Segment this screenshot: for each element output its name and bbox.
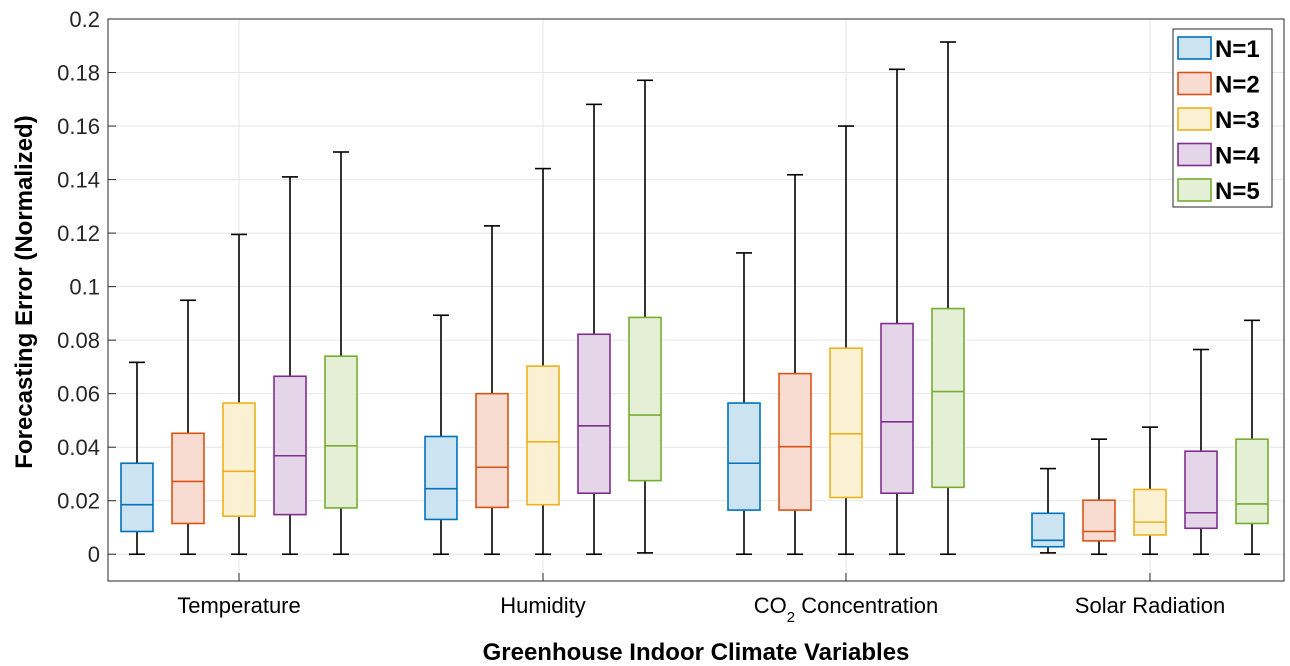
y-tick-label: 0.16 [57,114,100,139]
legend-swatch [1177,178,1212,202]
y-tick-label: 0.18 [57,61,100,86]
box [171,432,205,525]
legend-swatch [1177,71,1212,96]
box [1235,438,1269,525]
y-tick-label: 0.12 [57,221,100,246]
box [273,375,307,516]
box [1031,512,1065,548]
x-tick-label: Temperature [177,593,301,618]
x-axis-label: Greenhouse Indoor Climate Variables [483,639,910,666]
series-N=2 [171,173,1116,556]
series-N=1 [120,252,1065,556]
legend-swatch [1177,142,1212,167]
y-tick-label: 0.06 [57,382,100,407]
legend-swatch [1177,107,1212,131]
legend: N=1 N=2 N=3 N=4 N=5 [1172,28,1273,208]
x-tick-label: Humidity [500,593,586,618]
y-tick-label: 0.02 [57,489,100,514]
y-tick-label: 0.04 [57,435,100,460]
legend-label: N=2 [1215,72,1260,99]
y-axis: 0 0.02 0.04 0.06 0.08 0.1 0.12 0.14 0.16 0.18 0.2 [57,7,116,567]
legend-label: N=3 [1215,107,1260,134]
box [324,355,358,509]
box [1082,499,1116,542]
box [628,316,662,482]
legend-label: N=5 [1215,178,1260,205]
box [120,462,154,533]
legend-swatch [1177,36,1212,60]
y-axis-label: Forecasting Error (Normalized) [11,115,38,468]
plot-area [107,18,1285,582]
x-tick-label: CO2 Concentration [754,593,938,626]
box [222,402,256,518]
series-N=5 [324,41,1269,556]
box [778,372,812,511]
legend-label: N=1 [1215,36,1260,63]
x-tick-label: Solar Radiation [1075,593,1225,618]
box [727,402,761,511]
box [526,365,560,506]
box [880,322,914,495]
box-series [120,41,1269,556]
x-axis: Temperature Humidity CO2 Concentration Sola… [177,573,1225,626]
box [829,347,863,499]
legend-label: N=4 [1215,143,1260,170]
box [1133,488,1167,536]
box [577,333,611,495]
box [475,392,509,509]
y-tick-label: 0.2 [69,7,100,32]
y-tick-label: 0.1 [69,275,100,300]
y-tick-label: 0 [88,542,100,567]
box [1184,450,1218,530]
series-N=3 [222,125,1167,556]
box [424,435,458,521]
box [931,307,965,489]
series-N=4 [273,68,1218,556]
y-tick-label: 0.14 [57,168,100,193]
y-tick-label: 0.08 [57,328,100,353]
